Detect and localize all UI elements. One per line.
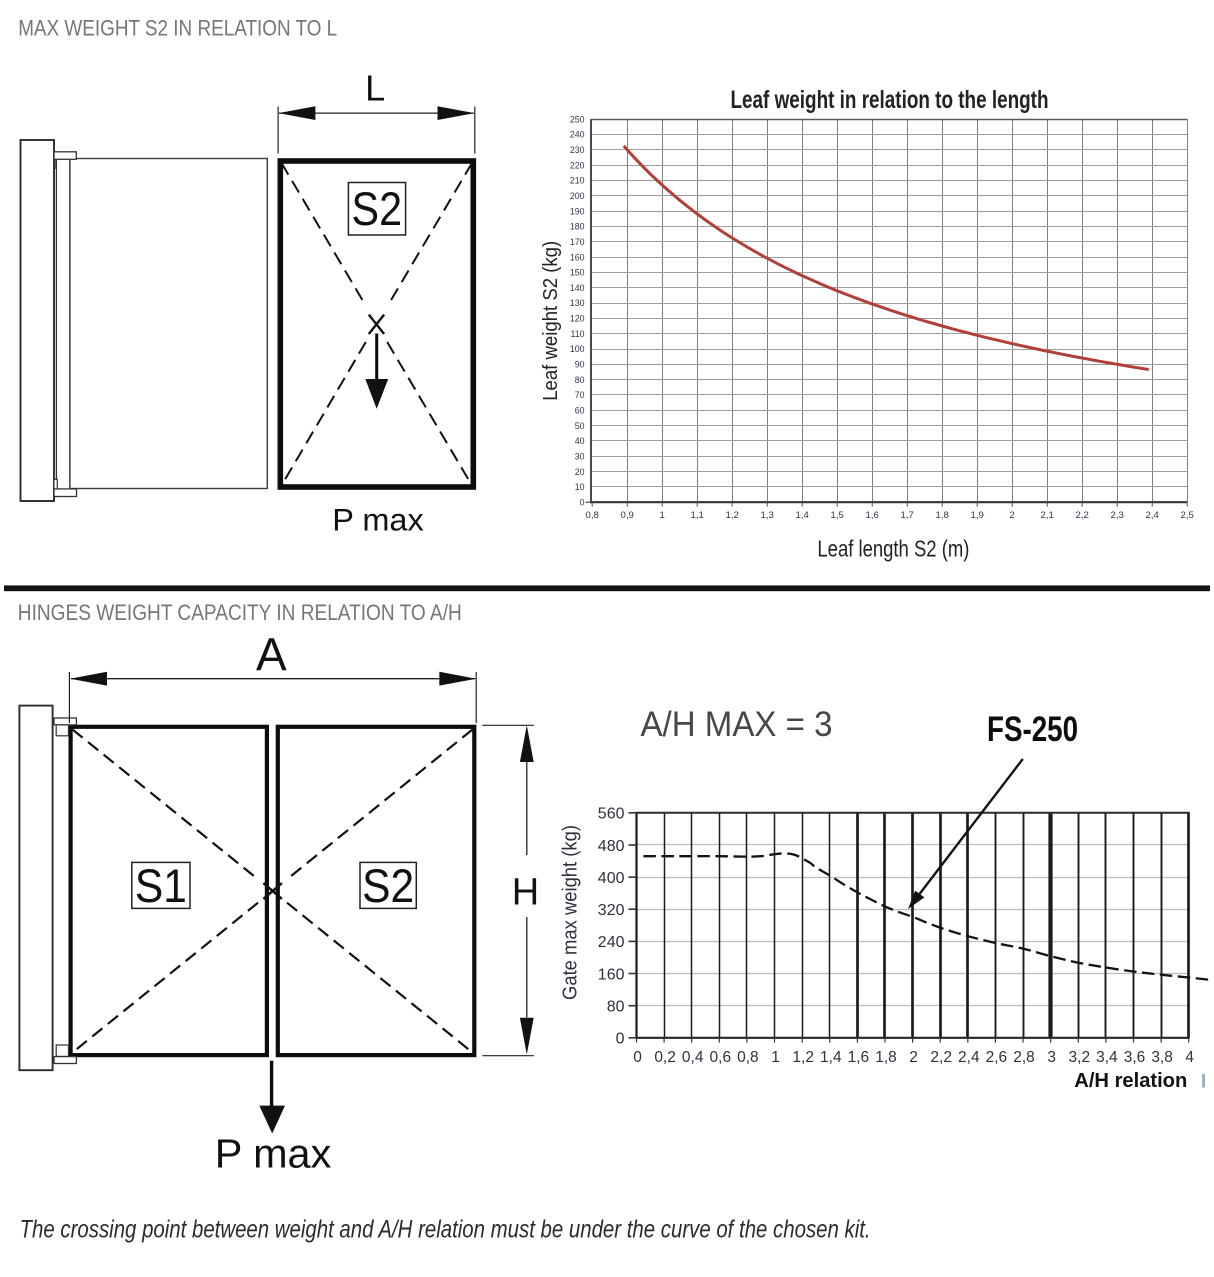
- svg-text:FS-250: FS-250: [987, 710, 1078, 749]
- svg-text:210: 210: [570, 176, 585, 186]
- svg-text:1,4: 1,4: [796, 510, 810, 521]
- svg-text:2,1: 2,1: [1041, 510, 1054, 521]
- svg-text:40: 40: [575, 436, 585, 446]
- svg-text:1,8: 1,8: [875, 1049, 897, 1066]
- svg-text:Leaf weight S2 (kg): Leaf weight S2 (kg): [539, 241, 562, 401]
- svg-text:A: A: [256, 629, 287, 681]
- svg-text:160: 160: [570, 252, 585, 262]
- svg-text:Leaf weight in relation to the: Leaf weight in relation to the length: [731, 86, 1049, 114]
- svg-text:MAX WEIGHT S2 IN RELATION TO L: MAX WEIGHT S2 IN RELATION TO L: [18, 16, 337, 41]
- svg-text:2: 2: [1010, 510, 1015, 521]
- svg-text:1,4: 1,4: [820, 1049, 842, 1066]
- svg-text:1,3: 1,3: [761, 510, 774, 521]
- svg-text:190: 190: [570, 206, 585, 216]
- svg-text:110: 110: [570, 329, 584, 339]
- svg-text:2,5: 2,5: [1181, 510, 1194, 521]
- svg-text:Gate max weight (kg): Gate max weight (kg): [559, 825, 582, 1000]
- svg-text:80: 80: [575, 375, 585, 385]
- svg-text:S1: S1: [135, 859, 187, 912]
- svg-text:200: 200: [570, 191, 585, 201]
- svg-text:130: 130: [570, 298, 585, 308]
- svg-text:120: 120: [570, 314, 585, 324]
- svg-text:0,8: 0,8: [586, 510, 599, 521]
- svg-text:S2: S2: [352, 182, 403, 235]
- svg-text:90: 90: [575, 360, 585, 370]
- svg-text:70: 70: [575, 390, 585, 400]
- svg-text:60: 60: [575, 406, 585, 416]
- svg-text:160: 160: [598, 966, 625, 983]
- svg-text:2,4: 2,4: [958, 1049, 980, 1066]
- svg-text:P max: P max: [332, 502, 424, 538]
- svg-text:50: 50: [575, 421, 585, 431]
- svg-text:0: 0: [633, 1049, 642, 1066]
- svg-text:S2: S2: [362, 859, 414, 912]
- svg-text:1,2: 1,2: [726, 510, 739, 521]
- svg-text:140: 140: [570, 283, 585, 293]
- svg-text:4: 4: [1185, 1049, 1194, 1066]
- svg-text:100: 100: [570, 344, 585, 354]
- svg-text:2: 2: [909, 1049, 918, 1066]
- svg-text:A/H MAX = 3: A/H MAX = 3: [641, 705, 833, 744]
- svg-text:1,5: 1,5: [831, 510, 844, 521]
- svg-text:3,6: 3,6: [1124, 1049, 1146, 1066]
- svg-text:560: 560: [598, 806, 625, 823]
- svg-text:2,8: 2,8: [1013, 1049, 1035, 1066]
- svg-text:0: 0: [616, 1031, 625, 1048]
- svg-text:2,2: 2,2: [1076, 510, 1089, 521]
- svg-text:230: 230: [570, 145, 585, 155]
- svg-text:220: 220: [570, 160, 585, 170]
- svg-text:1: 1: [771, 1049, 780, 1066]
- svg-text:HINGES WEIGHT CAPACITY IN RELA: HINGES WEIGHT CAPACITY IN RELATION TO A/…: [18, 600, 462, 625]
- svg-text:2,2: 2,2: [930, 1049, 952, 1066]
- svg-text:80: 80: [607, 999, 625, 1016]
- svg-text:Leaf length S2 (m): Leaf length S2 (m): [817, 535, 969, 561]
- svg-text:3,8: 3,8: [1151, 1049, 1173, 1066]
- svg-text:0,9: 0,9: [621, 510, 634, 521]
- svg-text:1,8: 1,8: [936, 510, 949, 521]
- svg-text:A/H relation: A/H relation: [1074, 1070, 1187, 1092]
- svg-text:170: 170: [570, 237, 585, 247]
- svg-text:0,8: 0,8: [737, 1049, 759, 1066]
- svg-text:1: 1: [660, 510, 665, 521]
- svg-text:240: 240: [598, 934, 625, 951]
- svg-text:0,6: 0,6: [710, 1049, 732, 1066]
- svg-text:150: 150: [570, 268, 585, 278]
- svg-text:0,4: 0,4: [682, 1049, 704, 1066]
- svg-text:3: 3: [1047, 1049, 1056, 1066]
- svg-text:1,1: 1,1: [691, 510, 704, 521]
- svg-text:1,2: 1,2: [792, 1049, 814, 1066]
- svg-text:1,6: 1,6: [866, 510, 879, 521]
- svg-text:400: 400: [598, 870, 625, 887]
- svg-text:The crossing point between wei: The crossing point between weight and A/…: [20, 1216, 871, 1244]
- svg-text:10: 10: [575, 482, 585, 492]
- svg-text:180: 180: [570, 222, 585, 232]
- svg-text:1,9: 1,9: [971, 510, 984, 521]
- svg-text:2,3: 2,3: [1111, 510, 1124, 521]
- svg-text:3,2: 3,2: [1069, 1049, 1091, 1066]
- svg-text:2,6: 2,6: [986, 1049, 1008, 1066]
- svg-text:0: 0: [580, 497, 585, 507]
- svg-text:30: 30: [575, 451, 585, 461]
- svg-text:1,7: 1,7: [901, 510, 914, 521]
- svg-text:P max: P max: [215, 1131, 332, 1177]
- svg-text:20: 20: [575, 467, 585, 477]
- svg-text:480: 480: [598, 838, 625, 855]
- svg-text:L: L: [365, 68, 385, 109]
- svg-text:250: 250: [570, 114, 585, 124]
- svg-text:3,4: 3,4: [1096, 1049, 1118, 1066]
- svg-text:2,4: 2,4: [1146, 510, 1160, 521]
- svg-text:1,6: 1,6: [848, 1049, 870, 1066]
- svg-text:240: 240: [570, 130, 585, 140]
- svg-text:0,2: 0,2: [654, 1049, 676, 1066]
- svg-text:320: 320: [598, 902, 625, 919]
- svg-text:H: H: [512, 872, 539, 914]
